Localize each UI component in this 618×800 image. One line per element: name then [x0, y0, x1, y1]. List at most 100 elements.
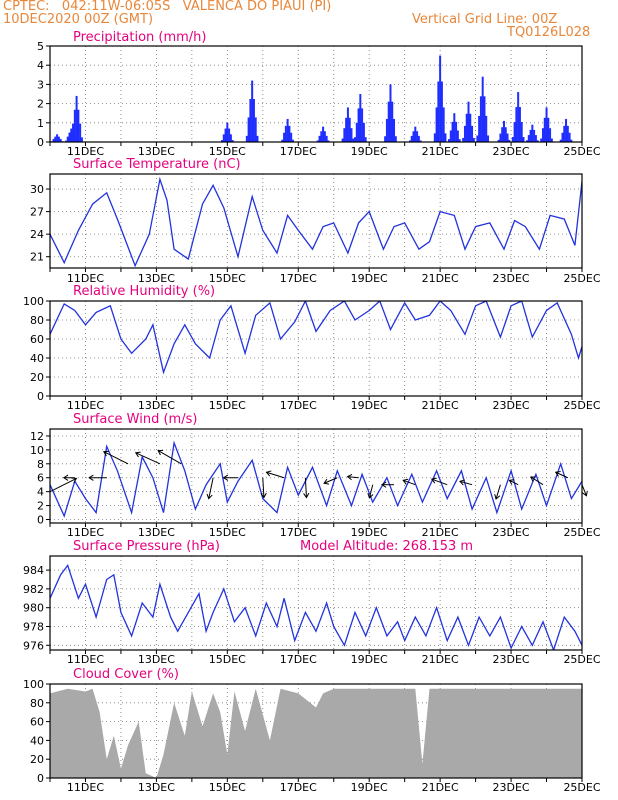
series-line: [50, 176, 582, 268]
precip-bar: [224, 128, 227, 142]
y-tick-label: 0: [37, 390, 44, 403]
panel-frame: [49, 45, 583, 143]
precip-bar: [66, 136, 69, 142]
wind-vector-head: [88, 474, 94, 481]
y-tick-label: 3: [37, 78, 44, 91]
wind-vector-head: [206, 493, 213, 500]
precip-bar: [550, 138, 553, 142]
x-tick-label: 23DEC: [493, 526, 530, 539]
precip-bar: [286, 118, 289, 142]
precip-bar: [325, 135, 328, 142]
precip-bar: [543, 117, 546, 142]
y-tick-label: 2: [37, 500, 44, 513]
x-tick-label: 15DEC: [209, 399, 246, 412]
wind-vector-head: [62, 474, 69, 481]
precip-bar: [499, 133, 502, 142]
precip-bar: [80, 137, 83, 142]
y-tick-label: 8: [37, 458, 44, 471]
wind-vector: [262, 477, 265, 498]
panel-title: Surface Wind (m/s): [73, 412, 197, 427]
precip-bar: [316, 140, 319, 142]
precip-bar: [352, 138, 355, 142]
precip-bar: [359, 94, 362, 142]
series-line: [50, 564, 582, 650]
x-tick-label: 11DEC: [67, 526, 104, 539]
precip-bar: [508, 139, 511, 142]
x-tick-label: 21DEC: [422, 653, 459, 666]
precip-bar: [476, 135, 479, 142]
wind-vector-head: [134, 451, 141, 458]
x-tick-label: 17DEC: [280, 653, 317, 666]
precip-bar: [462, 137, 465, 142]
wind-vector: [103, 451, 129, 465]
series-line: [50, 301, 582, 375]
precip-bar: [393, 118, 396, 142]
precip-bar: [501, 127, 504, 142]
y-tick-label: 100: [23, 678, 44, 691]
precip-bar: [483, 96, 486, 142]
wind-vector: [530, 476, 544, 486]
wind-vector: [266, 471, 285, 479]
wind-vector-head: [402, 478, 409, 485]
precip-bar: [515, 107, 518, 142]
panel-title: Cloud Cover (%): [73, 667, 179, 682]
precip-bar: [563, 125, 566, 142]
wind-vector-head: [530, 476, 536, 482]
precip-bar: [458, 139, 461, 142]
precip-bar: [320, 131, 323, 142]
x-tick-label: 21DEC: [422, 781, 459, 794]
y-tick-label: 60: [30, 333, 44, 346]
x-tick-label: 23DEC: [493, 272, 530, 285]
panel-frame: [49, 555, 583, 651]
precip-bar: [478, 115, 481, 142]
precip-bar: [536, 140, 539, 142]
x-tick-label: 21DEC: [422, 526, 459, 539]
precip-bar: [252, 98, 255, 142]
x-tick-label: 17DEC: [280, 272, 317, 285]
precip-bar: [481, 76, 484, 142]
precip-bar: [547, 117, 550, 142]
x-tick-label: 23DEC: [493, 145, 530, 158]
y-tick-label: 20: [30, 371, 44, 384]
panel-title: Surface Pressure (hPa): [73, 539, 220, 554]
precip-bar: [467, 101, 470, 142]
precip-bar: [284, 125, 287, 142]
precip-bar: [444, 133, 447, 142]
y-tick-label: 80: [30, 314, 44, 327]
precip-bar: [59, 138, 62, 142]
precip-bar: [56, 134, 59, 142]
precip-bar: [485, 115, 488, 142]
wind-vector-head: [554, 471, 561, 477]
precip-bar: [391, 101, 394, 142]
y-tick-label: 40: [30, 734, 44, 747]
precip-bar: [451, 121, 454, 142]
precip-bar: [350, 128, 353, 142]
x-tick-label: 19DEC: [351, 399, 388, 412]
cloud-cover-area: [50, 688, 582, 778]
precip-bar: [327, 140, 330, 142]
y-tick-label: 40: [30, 352, 44, 365]
x-tick-label: 11DEC: [67, 399, 104, 412]
precip-bar: [245, 135, 248, 142]
wind-vector: [157, 450, 182, 465]
precip-bar: [79, 123, 82, 142]
precip-bar: [318, 135, 321, 142]
precip-bar: [394, 136, 397, 142]
precip-bar: [222, 134, 225, 142]
precip-bar: [354, 137, 357, 142]
precip-bar: [504, 127, 507, 142]
precip-bar: [54, 136, 57, 142]
precip-bar: [341, 138, 344, 142]
x-tick-label: 13DEC: [138, 272, 175, 285]
x-tick-label: 25DEC: [563, 145, 600, 158]
precip-bar: [355, 122, 358, 142]
precip-bar: [559, 139, 562, 142]
y-tick-label: 27: [30, 206, 44, 219]
wind-vector-head: [380, 481, 387, 488]
precip-bar: [419, 140, 422, 142]
x-tick-label: 13DEC: [138, 781, 175, 794]
x-tick-label: 25DEC: [563, 526, 600, 539]
precip-bar: [472, 137, 475, 142]
precip-bar: [70, 128, 73, 142]
x-tick-label: 11DEC: [67, 653, 104, 666]
